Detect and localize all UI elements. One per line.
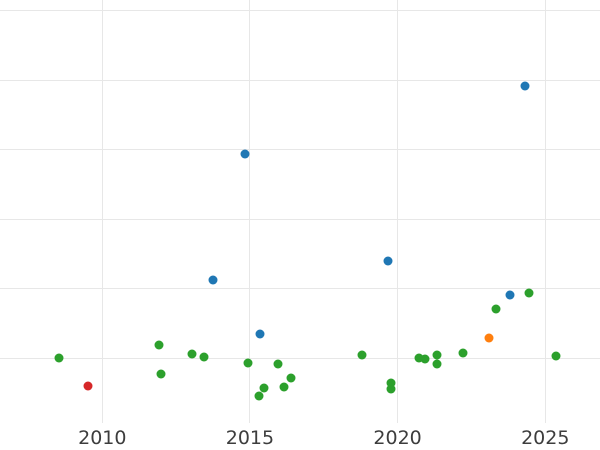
data-point-green bbox=[551, 351, 561, 361]
data-point-green bbox=[259, 383, 269, 393]
data-point-green bbox=[420, 354, 430, 364]
vertical-gridline bbox=[249, 0, 251, 423]
vertical-gridline bbox=[397, 0, 399, 423]
data-point-green bbox=[254, 391, 264, 401]
data-point-green bbox=[432, 359, 442, 369]
data-point-green bbox=[386, 384, 396, 394]
data-point-orange bbox=[484, 333, 494, 343]
data-point-blue bbox=[208, 275, 218, 285]
data-point-green bbox=[432, 350, 442, 360]
vertical-gridline bbox=[544, 0, 546, 423]
data-point-red bbox=[83, 381, 93, 391]
data-point-green bbox=[524, 288, 534, 298]
horizontal-gridline bbox=[0, 218, 600, 220]
data-point-green bbox=[54, 353, 64, 363]
data-point-green bbox=[458, 348, 468, 358]
x-tick-label: 2015 bbox=[225, 427, 275, 449]
x-tick-label: 2010 bbox=[78, 427, 127, 449]
data-point-green bbox=[491, 304, 501, 314]
data-point-green bbox=[273, 359, 283, 369]
horizontal-gridline bbox=[0, 10, 600, 11]
data-point-green bbox=[286, 373, 296, 383]
data-point-green bbox=[386, 378, 395, 388]
data-point-green bbox=[199, 352, 209, 362]
data-point-blue bbox=[505, 290, 515, 300]
horizontal-gridline bbox=[0, 357, 600, 359]
data-point-green bbox=[154, 340, 164, 350]
horizontal-gridline bbox=[0, 288, 600, 289]
data-point-blue bbox=[240, 149, 250, 159]
data-point-green bbox=[357, 350, 367, 360]
data-point-blue bbox=[383, 256, 393, 266]
data-point-blue bbox=[255, 329, 265, 339]
data-point-blue bbox=[520, 81, 530, 91]
data-point-green bbox=[279, 382, 289, 392]
data-point-green bbox=[243, 358, 253, 368]
x-tick-label: 2020 bbox=[373, 427, 422, 449]
x-tick-label: 2025 bbox=[521, 427, 570, 449]
vertical-gridline bbox=[101, 0, 103, 423]
plot-area bbox=[0, 0, 600, 423]
horizontal-gridline bbox=[0, 79, 600, 81]
data-point-green bbox=[414, 353, 424, 363]
data-point-green bbox=[187, 349, 197, 359]
data-point-green bbox=[156, 369, 166, 379]
horizontal-gridline bbox=[0, 149, 600, 150]
